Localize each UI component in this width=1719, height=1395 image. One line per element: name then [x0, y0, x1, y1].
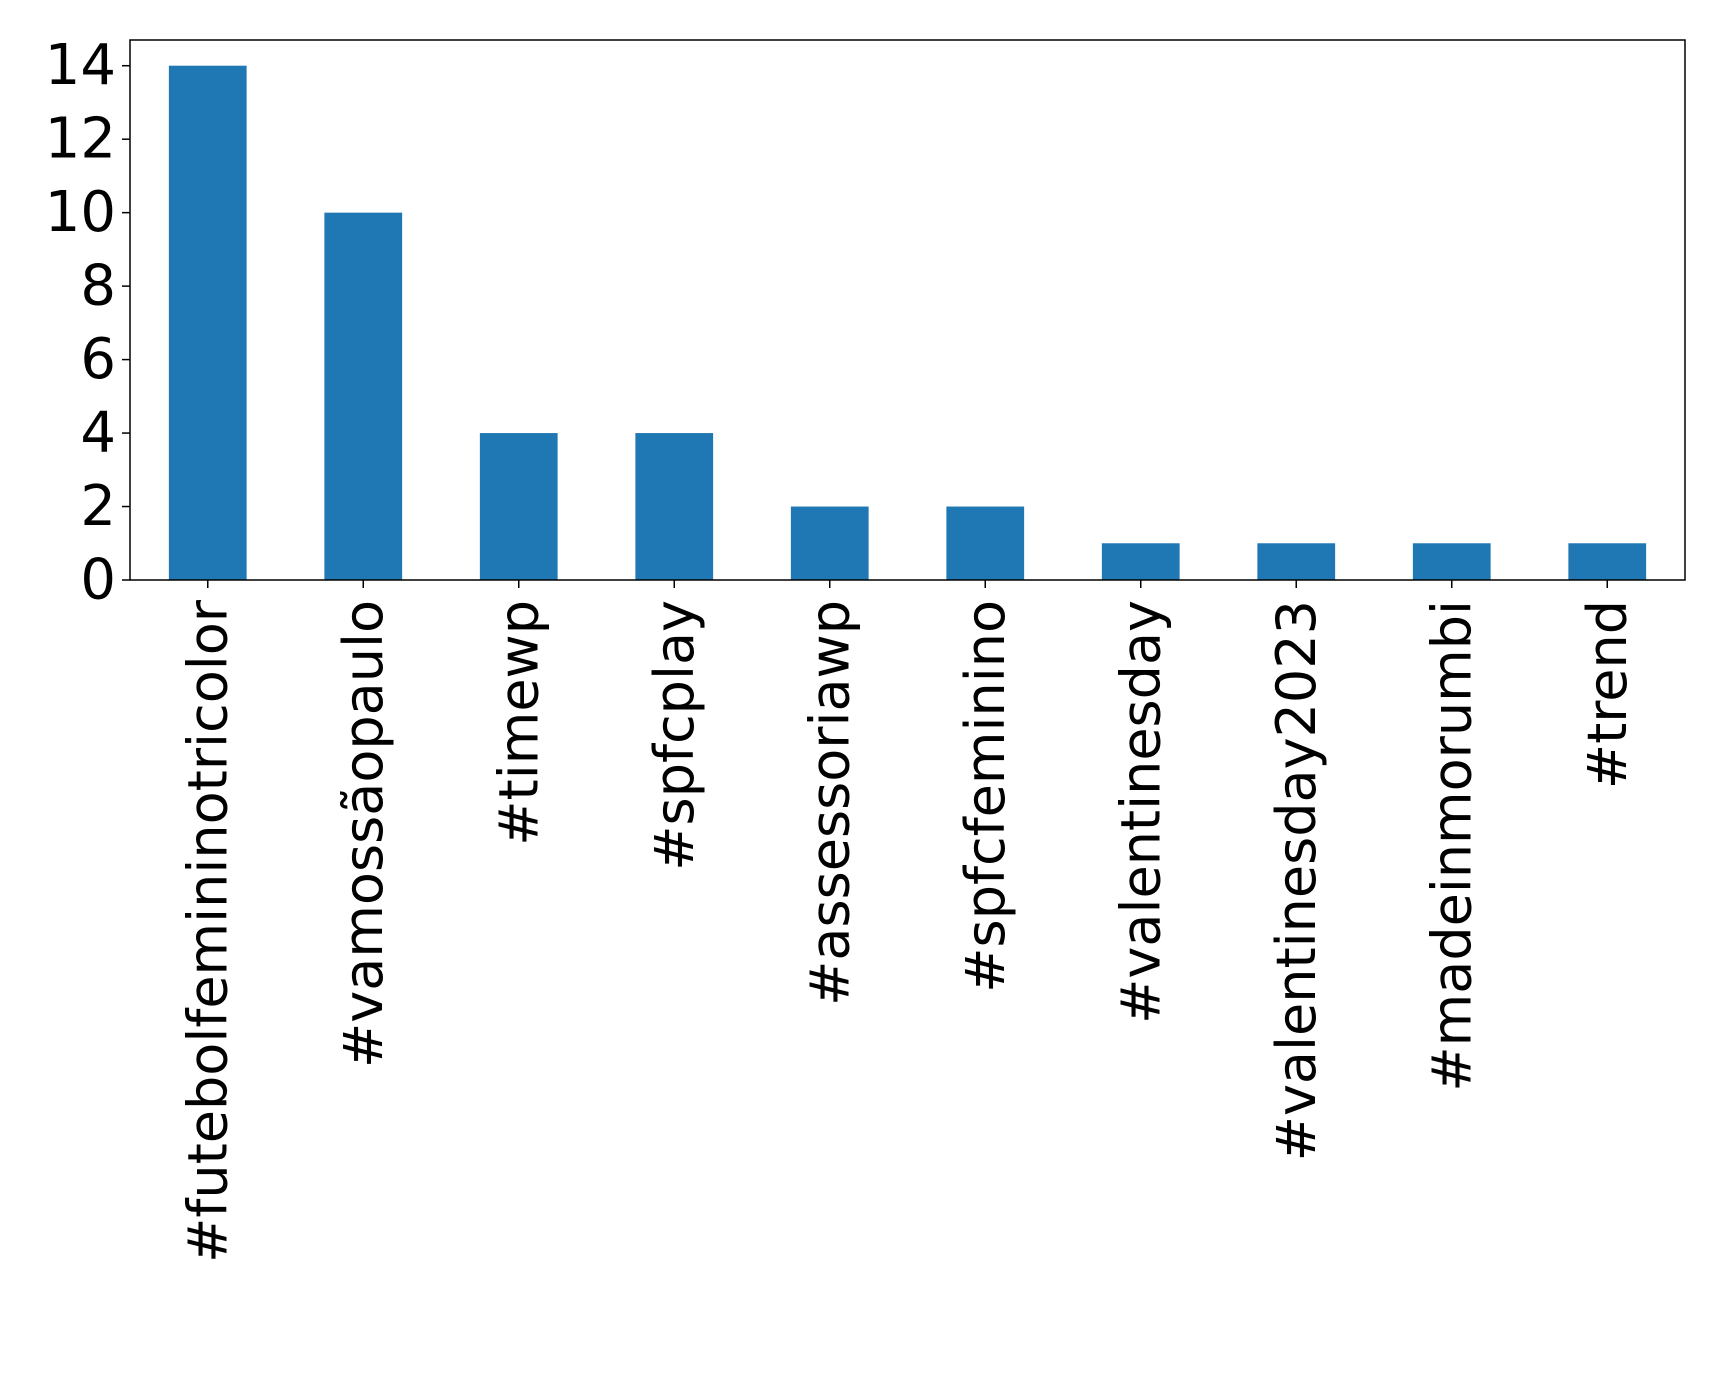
bar	[946, 506, 1025, 580]
x-tick-label: #valentinesday2023	[1265, 600, 1328, 1161]
y-axis-ticks: 0 2 4 6 8 10 12 14	[45, 33, 130, 613]
bar	[1101, 543, 1180, 580]
bar	[324, 212, 403, 580]
bar	[168, 65, 247, 580]
y-tick-label: 10	[45, 180, 116, 245]
y-tick-label: 12	[45, 107, 116, 172]
y-tick-label: 2	[80, 474, 116, 539]
bar	[479, 433, 558, 580]
bar	[1568, 543, 1647, 580]
x-tick-label: #timewp	[487, 600, 550, 846]
plot-frame	[129, 39, 1686, 581]
x-tick-label: #vamossãopaulo	[332, 600, 395, 1068]
bars-group	[168, 65, 1647, 580]
bar	[790, 506, 869, 580]
y-tick-label: 8	[80, 254, 116, 319]
bar	[1412, 543, 1491, 580]
bar	[1257, 543, 1336, 580]
bar	[635, 433, 714, 580]
x-tick-label: #madeinmorumbi	[1420, 600, 1483, 1092]
y-tick-label: 0	[80, 548, 116, 613]
y-tick-label: 14	[45, 33, 116, 98]
y-tick-label: 4	[80, 401, 116, 466]
x-tick-label: #futebolfemininotricolor	[176, 599, 239, 1263]
y-tick-label: 6	[80, 327, 116, 392]
x-tick-label: #valentinesday	[1109, 600, 1172, 1024]
x-tick-label: #spfcfeminino	[954, 600, 1017, 993]
x-tick-label: #trend	[1576, 600, 1639, 789]
x-tick-label: #assessoriawp	[798, 600, 861, 1006]
x-axis-ticks: #futebolfemininotricolor #vamossãopaulo #t…	[176, 580, 1639, 1263]
x-tick-label: #spfcplay	[643, 600, 706, 871]
